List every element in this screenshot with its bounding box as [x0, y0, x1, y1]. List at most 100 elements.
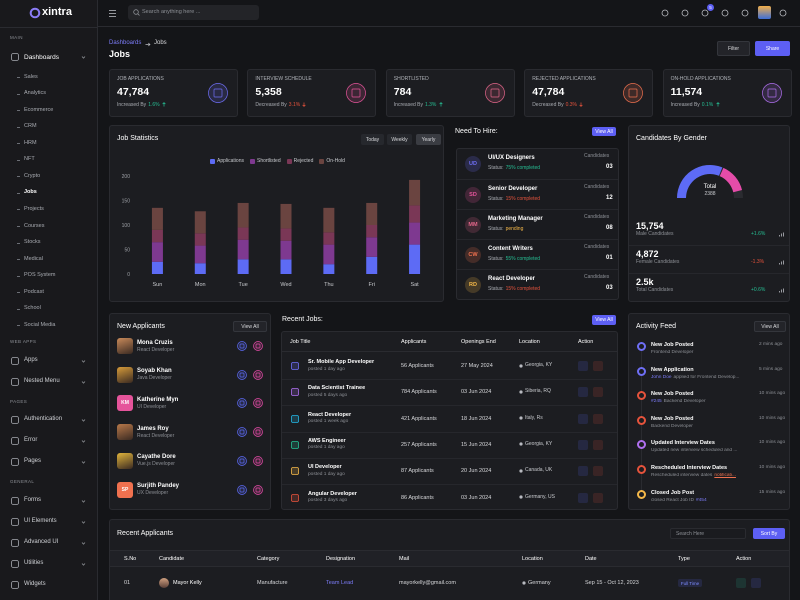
bar-segment — [409, 205, 421, 223]
search-input[interactable]: Search Here — [670, 528, 746, 539]
breadcrumb-link[interactable]: Dashboards — [109, 40, 142, 46]
call-button[interactable] — [237, 369, 247, 380]
edit-button[interactable] — [578, 492, 588, 503]
nav-sub-item[interactable]: POS System — [24, 272, 56, 279]
header-icon[interactable] — [721, 9, 729, 17]
delete-button[interactable] — [593, 413, 603, 424]
period-button[interactable]: Today — [361, 134, 384, 145]
nav-item[interactable]: Advanced UI — [24, 538, 59, 545]
user-avatar[interactable] — [758, 6, 771, 19]
hire-name: Senior Developer — [488, 186, 538, 192]
nav-sub-item[interactable]: Social Media — [24, 321, 56, 328]
activity-link[interactable]: #454 — [695, 497, 707, 503]
nav-dash — [17, 209, 20, 211]
cell-designation[interactable]: Team Lead — [326, 580, 354, 586]
delete-button[interactable] — [593, 492, 603, 503]
message-button[interactable] — [253, 341, 263, 351]
delete-button[interactable] — [593, 387, 603, 398]
stat-change: 0.1% — [701, 101, 714, 108]
delete-button[interactable] — [593, 466, 603, 477]
nav-sub-item[interactable]: Jobs — [24, 189, 37, 196]
row-divider — [282, 379, 617, 381]
period-button[interactable]: Weekly — [387, 134, 412, 145]
timeline-dot — [637, 415, 646, 425]
edit-button[interactable] — [578, 387, 588, 398]
nav-sub-item[interactable]: Stocks — [24, 239, 41, 246]
edit-button[interactable] — [578, 413, 588, 424]
nav-sub-item[interactable]: NFT — [24, 156, 35, 163]
nav-sub-item[interactable]: Medical — [24, 255, 43, 262]
nav-sub-item[interactable]: HRM — [24, 139, 37, 146]
call-button[interactable] — [237, 427, 247, 437]
nav-item[interactable]: Nested Menu — [24, 377, 60, 384]
view-all-button[interactable]: View All — [592, 315, 616, 325]
nav-sub-item[interactable]: Crypto — [24, 172, 41, 179]
hire-status-value: 55% completed — [505, 255, 541, 262]
view-all-button[interactable]: View All — [754, 321, 786, 332]
nav-item[interactable]: Utilities — [24, 559, 44, 566]
job-icon-shape — [291, 467, 299, 476]
header-icon[interactable] — [779, 9, 787, 17]
header-icon[interactable] — [681, 9, 689, 17]
call-button[interactable] — [237, 398, 247, 409]
sort-button[interactable]: Sort By — [753, 528, 785, 539]
legend-swatch — [249, 158, 255, 164]
nav-sub-item[interactable]: Analytics — [24, 90, 47, 97]
share-button[interactable]: Share — [755, 41, 790, 56]
message-button[interactable] — [253, 369, 263, 380]
nav-item[interactable]: Widgets — [24, 580, 46, 587]
nav-sub-item[interactable]: Projects — [24, 205, 44, 212]
hire-status: Status: pending — [488, 226, 578, 233]
nav-sub-item[interactable]: Courses — [24, 222, 45, 229]
activity-text: Backend Developer — [651, 423, 693, 429]
location-pin — [519, 416, 523, 420]
message-button[interactable] — [253, 484, 263, 495]
legend-item: Applications — [210, 158, 244, 164]
message-button[interactable] — [253, 455, 263, 466]
edit-button[interactable] — [578, 439, 588, 450]
stat-icon — [761, 83, 782, 103]
nav-dash — [17, 176, 20, 178]
chevron — [81, 461, 86, 464]
call-button[interactable] — [237, 455, 247, 466]
filter-button[interactable]: Filter — [717, 41, 750, 56]
message-button[interactable] — [253, 427, 263, 437]
nav-sub-item[interactable]: CRM — [24, 123, 37, 130]
period-button[interactable]: Yearly — [416, 134, 441, 145]
nav-sub-item[interactable]: Podcast — [24, 288, 44, 295]
nav-sub-item[interactable]: School — [24, 305, 41, 312]
activity-link[interactable]: #245 — [651, 399, 662, 405]
nav-item[interactable]: Error — [24, 437, 38, 444]
header-icon[interactable] — [741, 9, 749, 17]
menu-toggle[interactable] — [109, 10, 117, 17]
delete-button[interactable] — [593, 439, 603, 450]
call-button[interactable] — [237, 341, 247, 351]
call-button[interactable] — [237, 484, 247, 495]
edit-button[interactable] — [578, 361, 588, 371]
edit-button[interactable] — [751, 578, 761, 588]
nav-item[interactable]: Dashboards — [24, 53, 60, 61]
message-button[interactable] — [253, 398, 263, 409]
nav-sub-item[interactable]: Ecommerce — [24, 106, 54, 113]
applicant-name: Katherine Myn — [137, 396, 179, 403]
header-icon[interactable] — [701, 9, 709, 17]
view-all-button[interactable]: View All — [592, 127, 616, 136]
icon-shape — [253, 341, 263, 351]
activity-link[interactable]: notificati... — [714, 473, 736, 478]
period-label: Today — [365, 136, 380, 143]
nav-sub-item[interactable]: Sales — [24, 73, 38, 80]
view-all-button[interactable]: View All — [233, 321, 267, 332]
edit-button[interactable] — [578, 466, 588, 477]
nav-item[interactable]: Forms — [24, 496, 41, 503]
applicant-role: React Developer — [137, 432, 175, 439]
header-icon[interactable] — [661, 9, 669, 17]
nav-item[interactable]: Apps — [24, 356, 38, 363]
download-button[interactable] — [736, 578, 746, 588]
nav-item[interactable]: Authentication — [24, 416, 63, 423]
activity-link[interactable]: John Doe — [651, 374, 672, 380]
nav-item[interactable]: UI Elements — [24, 517, 57, 524]
search-box[interactable]: Search anything here ... — [128, 5, 259, 20]
delete-button[interactable] — [593, 361, 603, 371]
nav-item[interactable]: Pages — [24, 458, 42, 465]
activity-time: 10 mins ago — [759, 391, 786, 397]
